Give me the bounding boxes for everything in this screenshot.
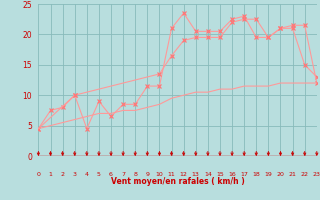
X-axis label: Vent moyen/en rafales ( km/h ): Vent moyen/en rafales ( km/h )	[111, 177, 244, 186]
